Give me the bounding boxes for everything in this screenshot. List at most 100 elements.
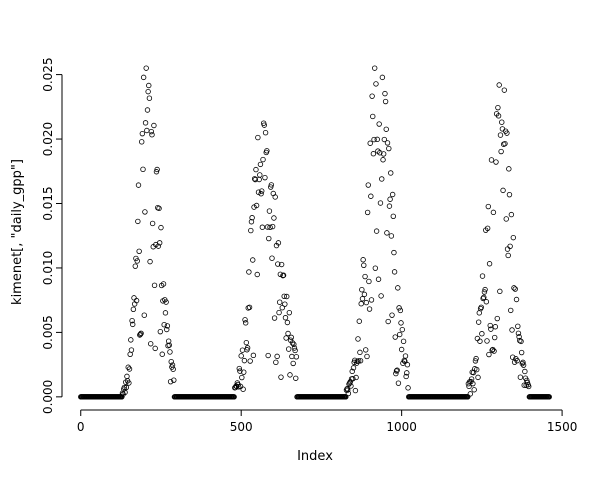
- data-point: [360, 257, 366, 263]
- data-point: [144, 127, 150, 134]
- data-point: [474, 335, 481, 342]
- data-point: [152, 345, 158, 352]
- data-point: [370, 151, 377, 157]
- data-point: [385, 318, 391, 325]
- data-point: [394, 367, 400, 373]
- data-point: [119, 394, 125, 400]
- data-point: [259, 188, 265, 194]
- data-point: [515, 330, 522, 337]
- data-point: [257, 172, 263, 178]
- x-axis-label: Index: [297, 449, 333, 464]
- data-point: [249, 215, 255, 221]
- data-point: [526, 383, 532, 390]
- data-point: [520, 362, 527, 368]
- data-point: [516, 334, 522, 340]
- data-point: [141, 312, 147, 318]
- data-point: [376, 121, 382, 127]
- data-point: [495, 104, 501, 111]
- y-tick-label: 0.020: [41, 122, 55, 156]
- data-point: [506, 191, 513, 198]
- data-point: [474, 366, 480, 373]
- data-point: [363, 347, 369, 353]
- data-point: [386, 203, 393, 209]
- data-point: [275, 240, 282, 246]
- data-point: [345, 390, 352, 397]
- data-point: [241, 357, 248, 364]
- data-point: [359, 287, 365, 293]
- data-point: [278, 261, 285, 268]
- data-point: [262, 129, 269, 136]
- data-point: [478, 304, 484, 310]
- data-point: [480, 295, 486, 302]
- data-point: [293, 375, 299, 381]
- y-tick-label: 0.005: [41, 315, 55, 349]
- data-point: [159, 351, 165, 357]
- data-point: [366, 278, 372, 285]
- data-point: [237, 368, 243, 374]
- data-point: [266, 235, 272, 242]
- data-point: [398, 320, 404, 326]
- x-tick-label: 1500: [547, 420, 578, 434]
- data-point: [264, 148, 270, 154]
- data-point: [135, 182, 142, 188]
- data-point: [371, 65, 378, 71]
- data-point: [399, 326, 405, 333]
- data-point: [126, 366, 133, 372]
- data-point: [475, 374, 481, 381]
- data-point: [389, 312, 395, 318]
- data-point: [258, 191, 264, 197]
- data-point: [398, 346, 405, 353]
- data-point: [260, 156, 266, 163]
- data-point: [356, 318, 362, 324]
- data-point: [473, 355, 479, 362]
- data-point: [162, 310, 169, 316]
- data-point: [350, 365, 357, 371]
- data-point: [279, 304, 285, 311]
- data-point: [499, 126, 506, 132]
- data-point: [481, 294, 487, 301]
- data-point: [278, 374, 284, 380]
- data-point: [405, 385, 411, 391]
- data-point: [491, 348, 497, 354]
- data-point: [163, 299, 169, 305]
- data-point: [149, 220, 156, 227]
- data-point: [269, 255, 275, 261]
- data-point: [238, 353, 244, 359]
- data-point: [164, 326, 170, 333]
- data-point: [293, 354, 300, 360]
- data-point: [291, 341, 297, 348]
- data-point: [144, 107, 151, 113]
- data-point: [171, 377, 177, 383]
- data-point: [146, 95, 153, 101]
- data-point: [168, 358, 174, 365]
- data-point: [493, 159, 499, 165]
- data-point: [160, 281, 167, 287]
- data-point: [522, 368, 528, 375]
- data-point: [167, 378, 174, 385]
- data-point: [507, 243, 513, 249]
- data-point: [362, 273, 368, 280]
- data-point: [499, 119, 505, 125]
- data-point: [240, 386, 246, 392]
- data-point: [349, 368, 355, 375]
- data-point: [134, 258, 140, 264]
- data-point: [365, 182, 371, 188]
- data-point: [479, 331, 485, 337]
- data-point: [388, 233, 395, 239]
- data-point: [379, 74, 386, 81]
- data-point: [368, 297, 375, 303]
- data-point: [486, 261, 493, 267]
- data-point: [262, 174, 268, 181]
- data-point: [492, 334, 498, 341]
- data-point: [130, 306, 137, 312]
- data-point: [277, 271, 284, 277]
- data-point: [397, 331, 403, 338]
- data-point: [509, 327, 515, 333]
- data-point: [477, 338, 483, 344]
- data-point: [248, 227, 254, 234]
- data-point: [268, 182, 275, 188]
- data-point: [402, 358, 408, 365]
- data-point: [126, 380, 132, 386]
- data-point: [359, 296, 366, 302]
